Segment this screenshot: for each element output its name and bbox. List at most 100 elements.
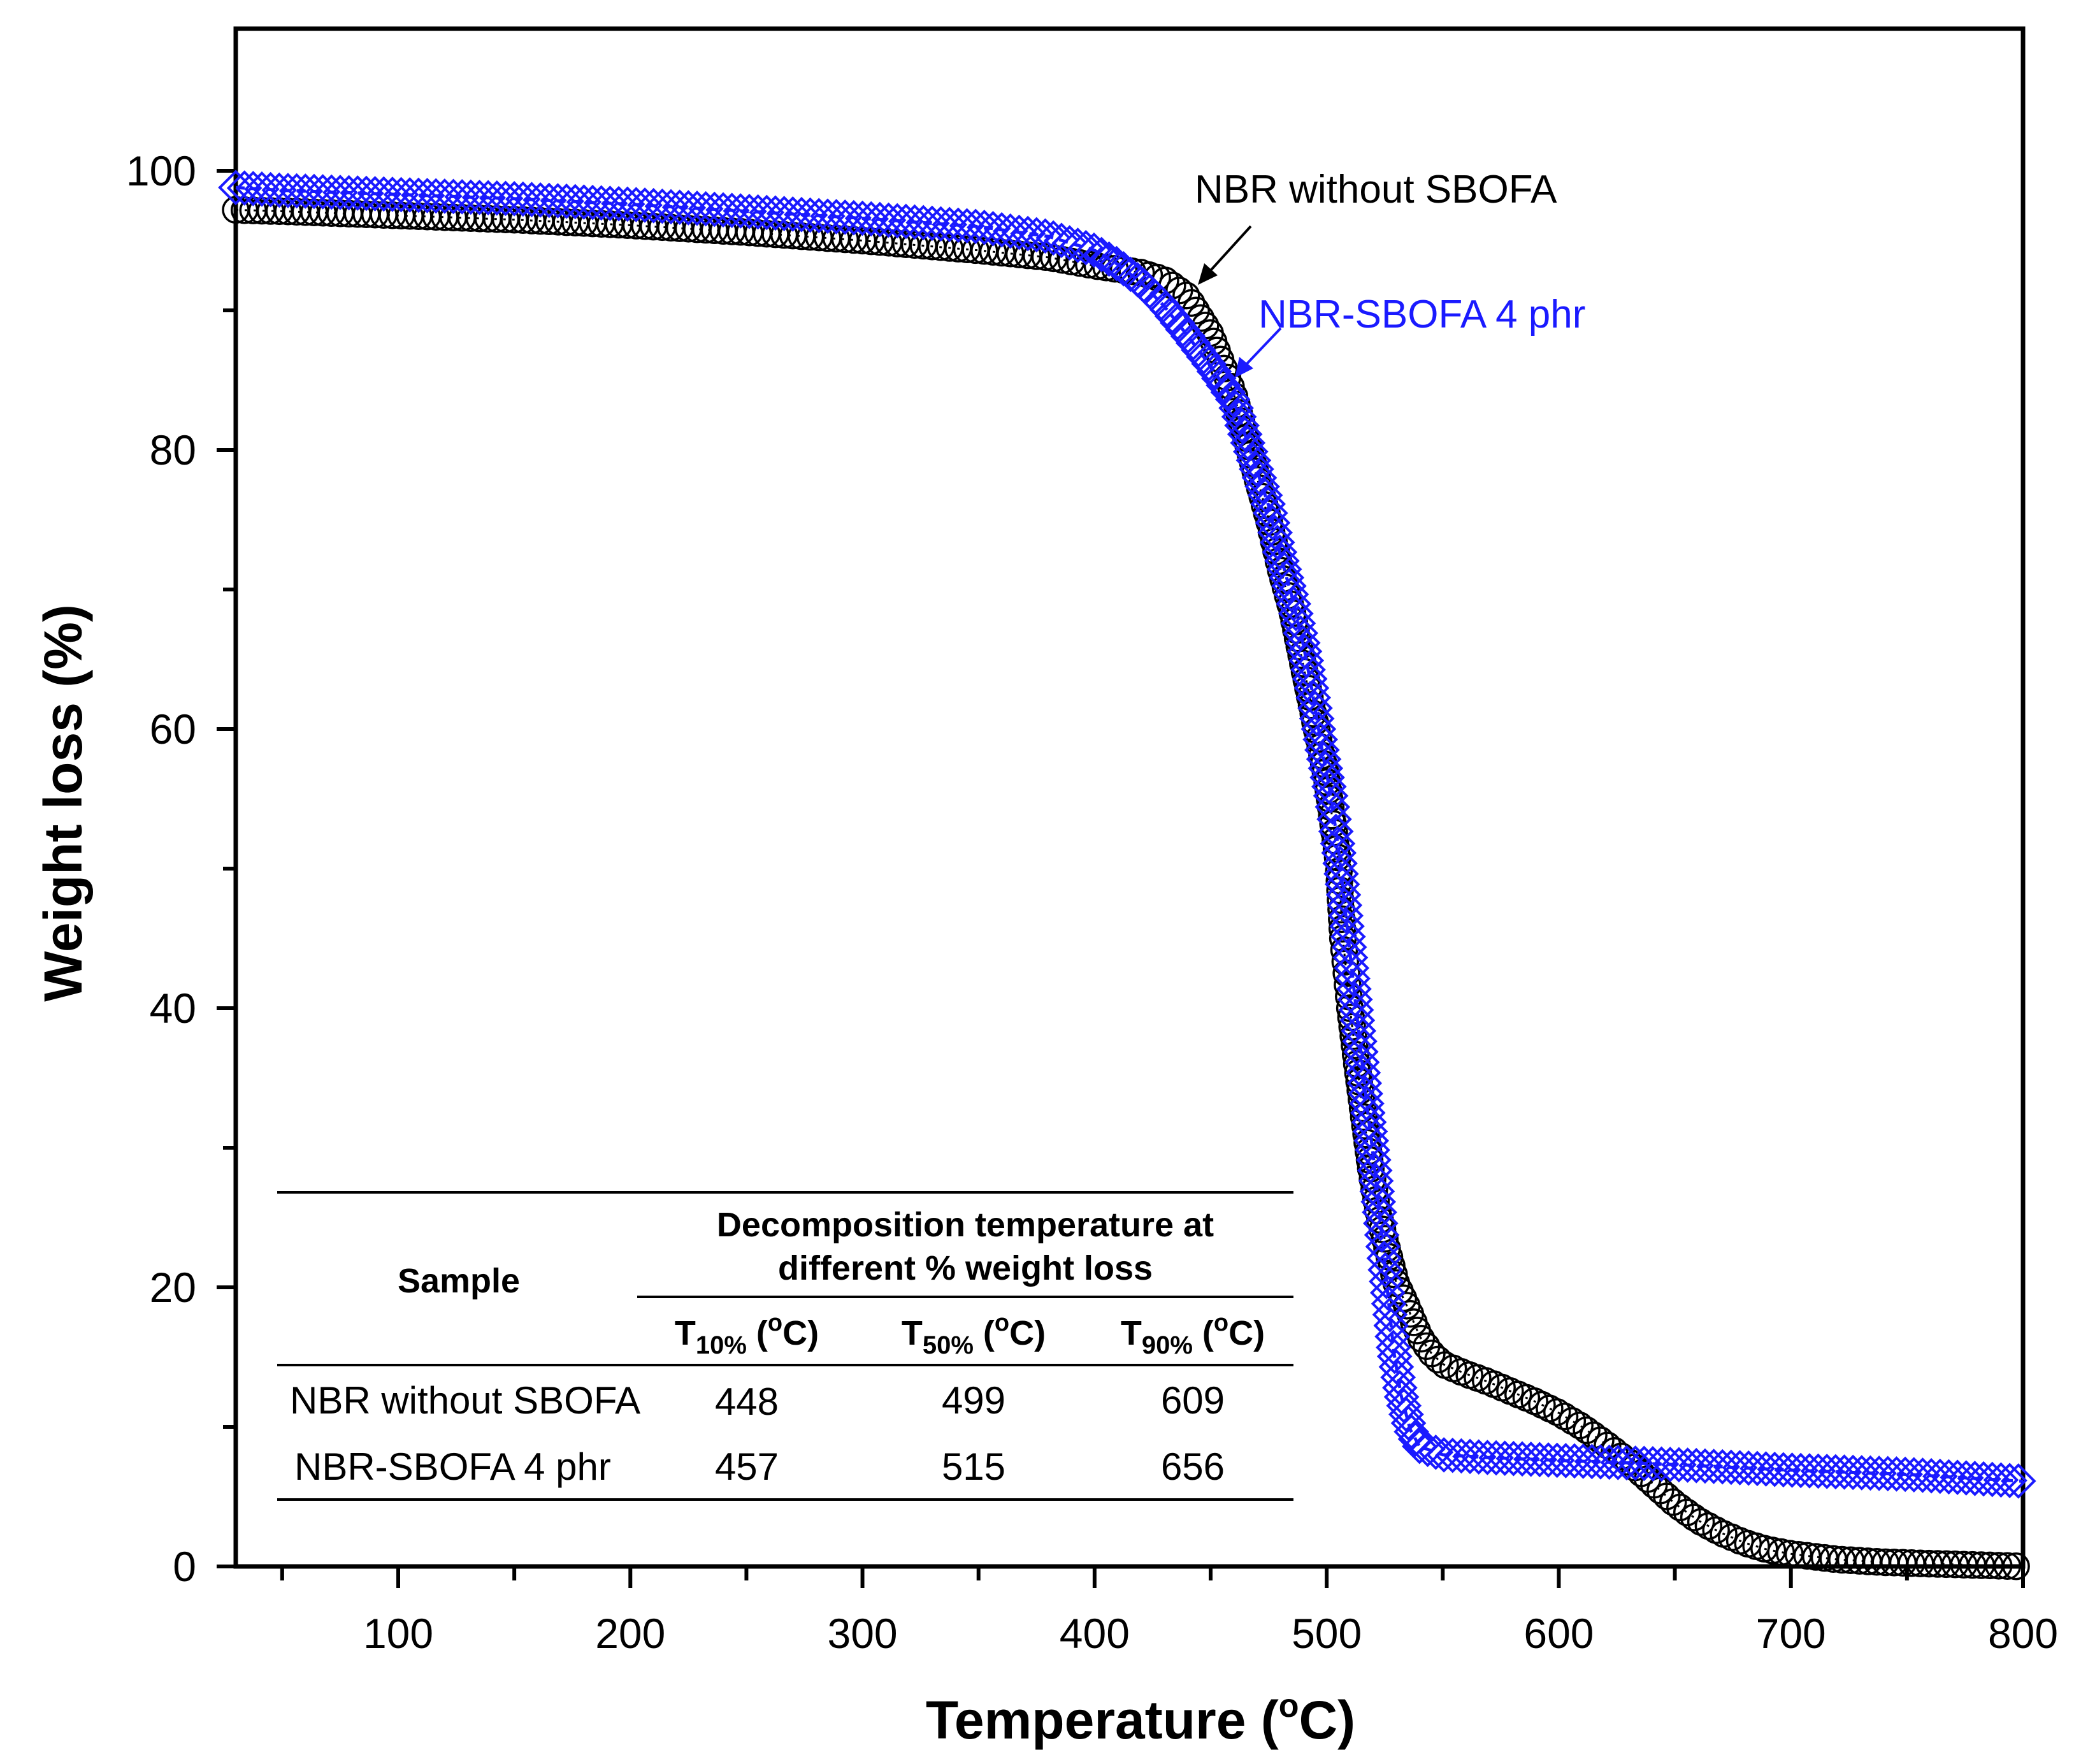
point-nbr-sbofa-4phr xyxy=(1583,1444,1618,1480)
point-nbr-sbofa-4phr xyxy=(1335,960,1371,997)
point-nbr-sbofa-4phr xyxy=(784,196,819,233)
point-nbr-sbofa-4phr xyxy=(949,208,985,244)
table-row-1-t90: 609 xyxy=(1161,1379,1225,1422)
point-nbr-sbofa-4phr xyxy=(331,175,367,211)
point-nbr-sbofa-4phr xyxy=(940,207,976,243)
point-nbr-sbofa-4phr xyxy=(801,198,837,234)
point-nbr-sbofa-4phr xyxy=(1957,1461,1993,1496)
decomposition-table: Sample Decomposition temperature at diff… xyxy=(277,1191,1293,1501)
point-nbr-sbofa-4phr xyxy=(1452,1438,1488,1475)
point-nbr-sbofa-4phr xyxy=(1300,711,1337,747)
point-nbr-sbofa-4phr xyxy=(1224,407,1260,444)
point-nbr-sbofa-4phr xyxy=(1273,576,1309,612)
point-nbr-sbofa-4phr xyxy=(1992,1463,2027,1498)
plot-frame xyxy=(233,26,2026,1569)
point-nbr-without-sbofa xyxy=(1758,1536,1787,1565)
point-nbr-sbofa-4phr xyxy=(1339,1002,1376,1038)
point-nbr-sbofa-4phr xyxy=(1239,451,1274,487)
point-nbr-sbofa-4phr xyxy=(1230,425,1266,461)
y-axis-ticks: 0 20 40 60 80 100 xyxy=(126,147,236,1590)
point-nbr-sbofa-4phr xyxy=(1826,1454,1862,1490)
point-nbr-sbofa-4phr xyxy=(1297,690,1333,726)
table-row-2-t50: 515 xyxy=(942,1445,1005,1488)
table-col-t10: T10% (oC) xyxy=(675,1310,819,1359)
point-nbr-sbofa-4phr xyxy=(1355,1132,1390,1168)
point-nbr-sbofa-4phr xyxy=(435,178,472,215)
x-tick-label-400: 400 xyxy=(1060,1610,1130,1657)
annotation-label-nbr-sbofa-4phr: NBR-SBOFA 4 phr xyxy=(1258,293,1585,336)
annotation-arrow-nbr-without-sbofa xyxy=(1205,225,1252,277)
point-nbr-sbofa-4phr xyxy=(1669,1447,1706,1483)
table-row-1-t10: 448 xyxy=(715,1380,779,1423)
point-nbr-sbofa-4phr xyxy=(1362,1194,1397,1231)
point-nbr-sbofa-4phr xyxy=(897,204,933,240)
point-nbr-sbofa-4phr xyxy=(1652,1447,1689,1482)
x-tick-label-800: 800 xyxy=(1988,1610,2058,1657)
point-nbr-sbofa-4phr xyxy=(1878,1456,1915,1492)
point-nbr-sbofa-4phr xyxy=(531,182,567,219)
point-nbr-sbofa-4phr xyxy=(1309,760,1345,795)
point-nbr-sbofa-4phr xyxy=(409,178,445,213)
x-axis-title: Temperature (oC) xyxy=(926,1688,1355,1750)
x-tick-label-300: 300 xyxy=(828,1610,898,1657)
point-nbr-sbofa-4phr xyxy=(758,195,793,231)
point-nbr-sbofa-4phr xyxy=(1713,1449,1749,1486)
point-nbr-sbofa-4phr xyxy=(627,187,663,223)
point-nbr-sbofa-4phr xyxy=(1522,1442,1558,1478)
point-nbr-sbofa-4phr xyxy=(1196,353,1232,389)
point-nbr-without-sbofa xyxy=(1424,1345,1452,1374)
y-tick-label-80: 80 xyxy=(150,426,196,474)
point-nbr-sbofa-4phr xyxy=(1835,1454,1871,1491)
point-nbr-sbofa-4phr xyxy=(1974,1461,2010,1498)
point-nbr-without-sbofa xyxy=(1040,244,1068,273)
point-nbr-sbofa-4phr xyxy=(305,174,341,210)
table-row-2-sample: NBR-SBOFA 4 phr xyxy=(294,1445,611,1488)
point-nbr-sbofa-4phr xyxy=(444,179,480,215)
table-col-t50: T50% (oC) xyxy=(902,1310,1046,1359)
point-nbr-sbofa-4phr xyxy=(1869,1456,1906,1492)
point-nbr-sbofa-4phr xyxy=(1221,399,1257,435)
point-nbr-sbofa-4phr xyxy=(661,189,698,226)
point-nbr-sbofa-4phr xyxy=(1843,1455,1880,1491)
point-nbr-sbofa-4phr xyxy=(1191,346,1227,382)
table-row-2-t90: 656 xyxy=(1161,1445,1225,1488)
point-nbr-sbofa-4phr xyxy=(923,206,959,242)
point-nbr-sbofa-4phr xyxy=(1617,1445,1653,1481)
point-nbr-without-sbofa xyxy=(1371,1225,1399,1253)
point-nbr-sbofa-4phr xyxy=(879,203,916,239)
point-nbr-sbofa-4phr xyxy=(714,192,750,228)
point-nbr-sbofa-4phr xyxy=(792,197,828,233)
point-nbr-sbofa-4phr xyxy=(1235,442,1272,479)
point-nbr-sbofa-4phr xyxy=(1948,1460,1984,1496)
x-tick-label-600: 600 xyxy=(1523,1610,1594,1657)
point-nbr-sbofa-4phr xyxy=(1325,877,1362,913)
point-nbr-sbofa-4phr xyxy=(1905,1457,1941,1493)
point-nbr-sbofa-4phr xyxy=(1369,1275,1406,1311)
point-nbr-sbofa-4phr xyxy=(1722,1450,1758,1486)
point-nbr-sbofa-4phr xyxy=(1460,1439,1497,1475)
point-nbr-sbofa-4phr xyxy=(575,184,610,220)
point-nbr-sbofa-4phr xyxy=(1983,1462,2019,1498)
point-nbr-sbofa-4phr xyxy=(1334,950,1370,986)
point-nbr-sbofa-4phr xyxy=(1548,1443,1584,1478)
point-nbr-without-sbofa xyxy=(1673,1498,1701,1526)
point-nbr-sbofa-4phr xyxy=(1574,1443,1610,1480)
point-nbr-sbofa-4phr xyxy=(322,175,358,210)
point-nbr-sbofa-4phr xyxy=(1513,1441,1549,1477)
point-nbr-without-sbofa xyxy=(1573,1416,1601,1445)
y-tick-label-40: 40 xyxy=(150,985,196,1032)
point-nbr-sbofa-4phr xyxy=(540,183,576,219)
point-nbr-without-sbofa xyxy=(1993,1552,2022,1580)
point-nbr-sbofa-4phr xyxy=(1357,1152,1393,1189)
point-nbr-sbofa-4phr xyxy=(609,186,645,222)
point-nbr-sbofa-4phr xyxy=(1252,495,1288,531)
point-nbr-without-sbofa xyxy=(1659,1488,1687,1516)
point-nbr-sbofa-4phr xyxy=(244,171,280,207)
point-nbr-sbofa-4phr xyxy=(1337,981,1373,1018)
point-nbr-sbofa-4phr xyxy=(1426,1437,1462,1473)
point-nbr-sbofa-4phr xyxy=(1376,1329,1411,1366)
point-nbr-sbofa-4phr xyxy=(496,180,532,217)
point-nbr-sbofa-4phr xyxy=(1218,390,1254,426)
point-nbr-sbofa-4phr xyxy=(453,179,489,215)
table-row-2-t10: 457 xyxy=(715,1445,779,1488)
